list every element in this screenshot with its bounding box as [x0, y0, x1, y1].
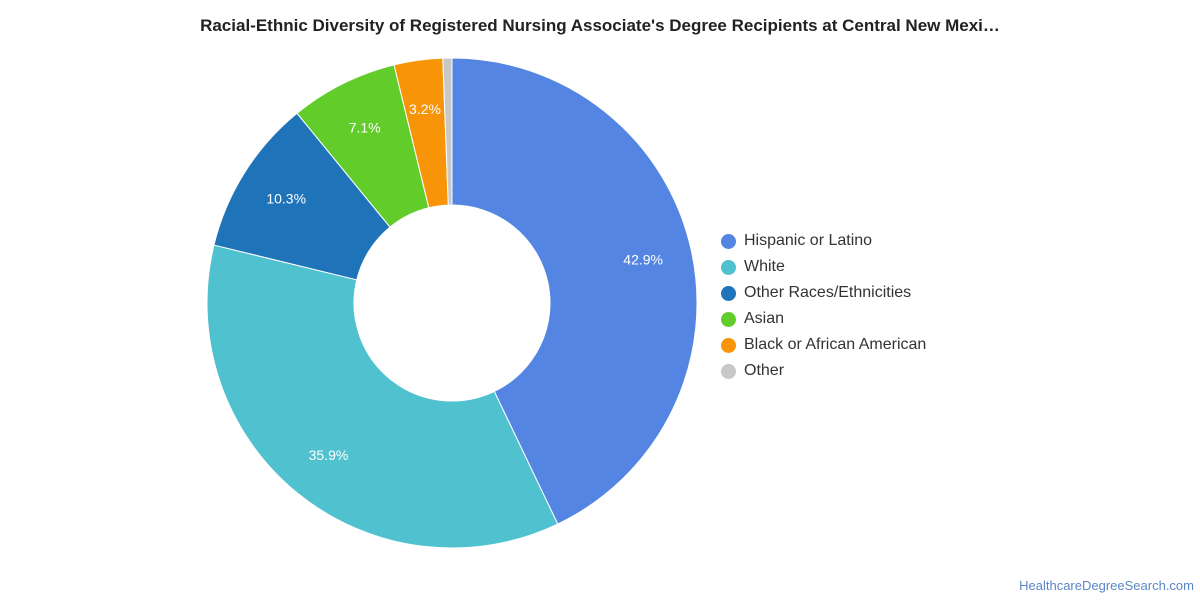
legend-swatch [721, 233, 736, 249]
chart-legend: Hispanic or Latino White Other Races/Ethni… [721, 228, 926, 384]
slice-labels: 42.9% 35.9% 10.3% 7.1% 3.2% [266, 101, 663, 463]
legend-item-other-races-ethnicities[interactable]: Other Races/Ethnicities [721, 280, 926, 306]
slice-white[interactable] [206, 244, 559, 549]
slice-label-asian: 7.1% [349, 120, 381, 136]
chart-title: Racial-Ethnic Diversity of Registered Nu… [200, 16, 1000, 35]
slice-other[interactable] [442, 57, 453, 206]
legend-label: White [744, 258, 785, 275]
legend-item-white[interactable]: White [721, 254, 926, 280]
legend-item-black-or-african-american[interactable]: Black or African American [721, 332, 926, 358]
legend-swatch [721, 363, 736, 379]
slice-label-other-races-ethnicities: 10.3% [266, 190, 306, 206]
legend-swatch [721, 259, 736, 275]
legend-item-asian[interactable]: Asian [721, 306, 926, 332]
legend-label: Hispanic or Latino [744, 232, 873, 249]
slice-other-races-ethnicities[interactable] [213, 112, 391, 281]
legend-swatch [721, 337, 736, 353]
legend-swatch [721, 285, 736, 301]
legend-item-other[interactable]: Other [721, 358, 926, 384]
slice-label-black-or-african-american: 3.2% [409, 101, 441, 117]
slice-label-white: 35.9% [309, 447, 349, 463]
donut-slices [206, 57, 698, 549]
legend-item-hispanic-or-latino[interactable]: Hispanic or Latino [721, 228, 926, 254]
slice-label-hispanic-or-latino: 42.9% [623, 252, 663, 268]
legend-swatch [721, 311, 736, 327]
legend-label: Asian [744, 310, 785, 327]
slice-hispanic-or-latino[interactable] [451, 57, 698, 525]
legend-label: Other Races/Ethnicities [744, 284, 912, 301]
source-watermark[interactable]: HealthcareDegreeSearch.com [1019, 578, 1194, 593]
legend-label: Black or African American [744, 336, 927, 353]
legend-label: Other [744, 362, 785, 379]
